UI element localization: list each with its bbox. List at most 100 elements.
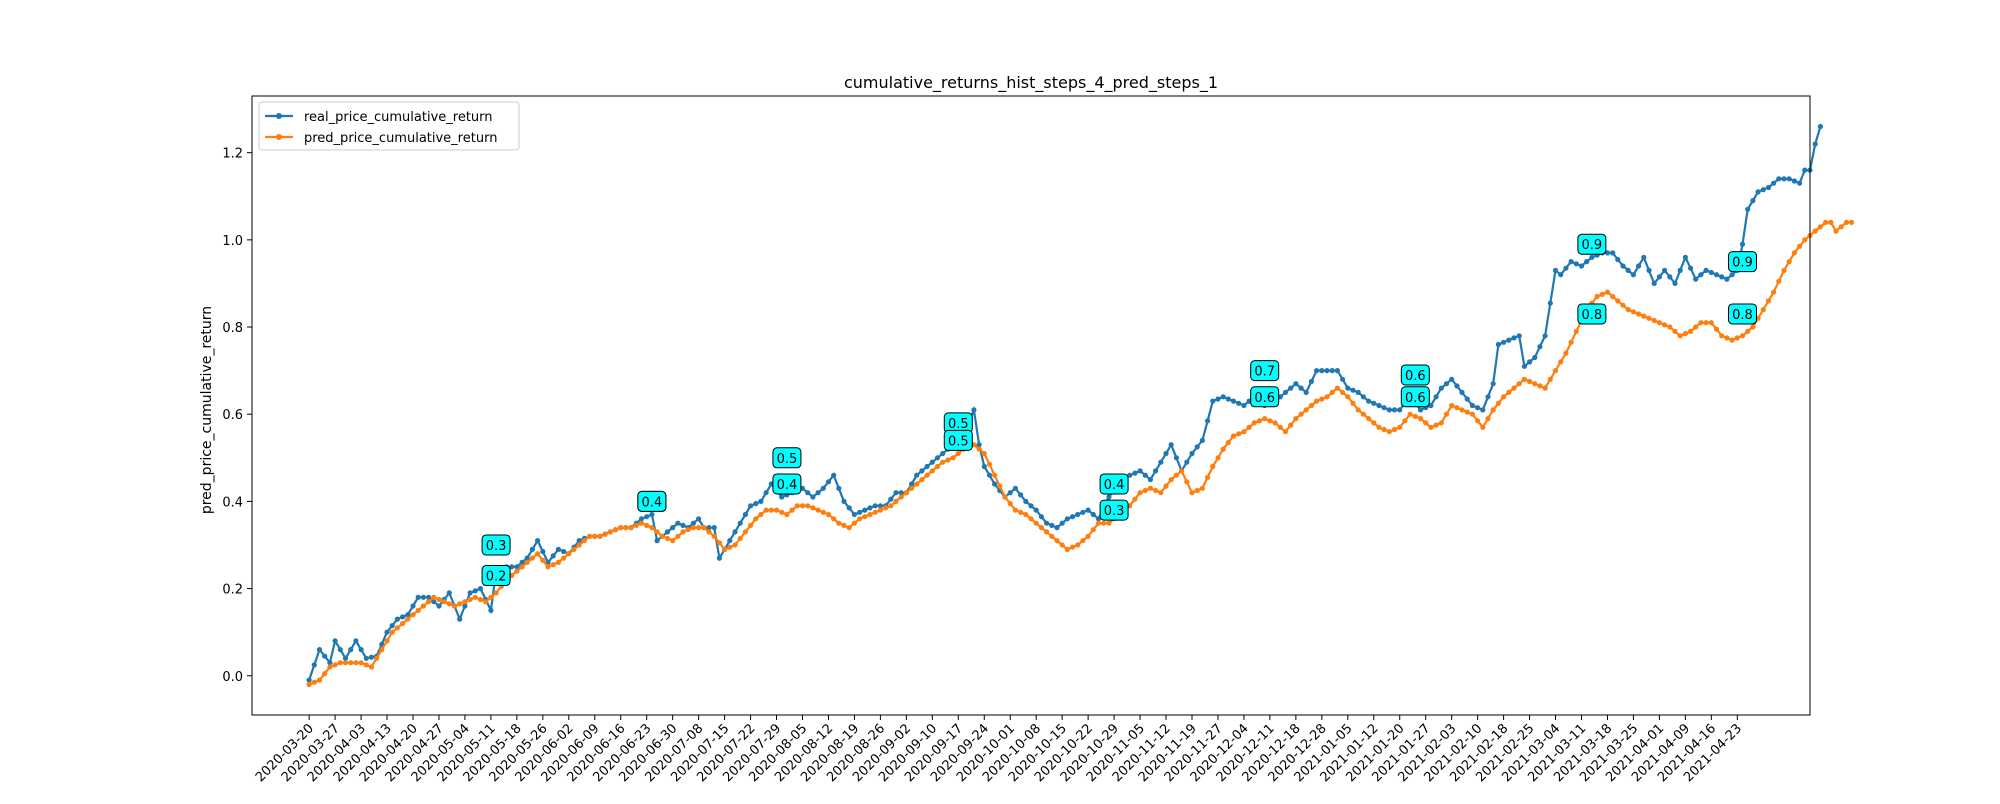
annotation-label: 0.7 xyxy=(1254,365,1275,380)
series-line xyxy=(308,126,1822,681)
data-point xyxy=(1636,311,1642,317)
data-point xyxy=(1272,420,1278,426)
data-point xyxy=(1537,344,1543,350)
data-point xyxy=(316,647,323,653)
data-point xyxy=(638,520,645,526)
data-point xyxy=(426,599,432,605)
data-point xyxy=(327,664,333,670)
data-point xyxy=(1516,333,1522,339)
data-point xyxy=(1293,416,1299,422)
data-point xyxy=(1340,376,1346,382)
data-point xyxy=(1506,389,1512,395)
annotation-label: 0.6 xyxy=(1405,369,1426,384)
annotation-label: 0.8 xyxy=(1582,308,1603,323)
annotation-box xyxy=(1727,251,1757,273)
data-point xyxy=(1153,468,1159,474)
data-point xyxy=(732,529,738,535)
data-point xyxy=(857,516,863,522)
annotation-box xyxy=(1400,386,1430,408)
data-point xyxy=(1391,426,1398,433)
data-point xyxy=(1630,272,1636,278)
data-point xyxy=(1615,256,1621,263)
data-point xyxy=(753,516,759,522)
data-point xyxy=(1199,485,1205,491)
data-point xyxy=(1625,307,1631,313)
data-point xyxy=(1236,431,1242,437)
data-point xyxy=(1490,381,1496,387)
data-point xyxy=(488,594,494,600)
data-point xyxy=(971,407,977,413)
data-point xyxy=(1059,520,1065,526)
data-point xyxy=(1064,516,1070,522)
data-point xyxy=(1246,424,1252,430)
data-point xyxy=(597,533,603,539)
data-point xyxy=(1085,507,1091,513)
data-point xyxy=(929,459,935,465)
data-point xyxy=(981,463,987,470)
data-point xyxy=(415,594,421,600)
data-point xyxy=(696,516,702,522)
data-point xyxy=(384,638,390,644)
data-point xyxy=(1090,511,1096,518)
data-point xyxy=(1376,424,1382,430)
data-point xyxy=(1573,261,1579,267)
data-point xyxy=(441,599,447,605)
data-point xyxy=(810,494,816,500)
data-point xyxy=(737,535,743,542)
data-point xyxy=(1412,413,1418,419)
annotation-box xyxy=(637,490,667,512)
data-point xyxy=(909,485,915,491)
data-point xyxy=(1745,328,1751,334)
data-point xyxy=(342,660,349,666)
data-point xyxy=(540,557,546,563)
data-point xyxy=(1018,509,1024,515)
data-point xyxy=(1599,291,1605,297)
annotation: 0.4 xyxy=(637,490,667,512)
data-point xyxy=(1132,496,1138,502)
data-point xyxy=(1095,520,1102,526)
data-point xyxy=(607,529,613,535)
data-point xyxy=(405,612,411,618)
data-point xyxy=(851,520,858,526)
data-point xyxy=(587,533,593,539)
data-point xyxy=(1033,520,1039,526)
data-point xyxy=(825,511,832,518)
data-point xyxy=(1636,263,1642,269)
data-point xyxy=(529,546,536,553)
data-point xyxy=(685,527,691,533)
data-point xyxy=(571,546,577,553)
data-point xyxy=(716,555,723,561)
data-point xyxy=(431,599,437,605)
legend-entry: pred_price_cumulative_return xyxy=(265,131,497,146)
data-point xyxy=(1677,333,1683,339)
data-point xyxy=(1802,167,1808,173)
data-point xyxy=(1672,280,1678,286)
data-point xyxy=(992,472,998,478)
data-point xyxy=(483,599,489,605)
data-point xyxy=(909,481,915,487)
data-point xyxy=(737,520,743,526)
data-point xyxy=(1293,381,1299,387)
data-point xyxy=(1651,280,1657,286)
data-point xyxy=(820,485,826,491)
data-point xyxy=(1688,265,1694,271)
data-point xyxy=(1194,487,1200,494)
data-point xyxy=(1604,250,1611,256)
data-point xyxy=(1490,407,1496,413)
data-point xyxy=(1542,385,1548,391)
data-point xyxy=(1288,422,1294,428)
data-point xyxy=(1656,274,1662,280)
data-point xyxy=(1137,468,1143,474)
y-tick-label: 0.6 xyxy=(222,408,243,423)
data-point xyxy=(1298,385,1304,391)
data-point xyxy=(1236,400,1242,406)
data-point xyxy=(727,544,733,550)
data-point xyxy=(1516,381,1522,387)
data-point xyxy=(1469,411,1475,417)
data-point xyxy=(1314,368,1320,374)
data-point xyxy=(462,603,468,609)
data-point xyxy=(1703,320,1709,326)
data-point xyxy=(592,533,598,539)
data-point xyxy=(701,525,707,531)
data-point xyxy=(1376,402,1382,409)
